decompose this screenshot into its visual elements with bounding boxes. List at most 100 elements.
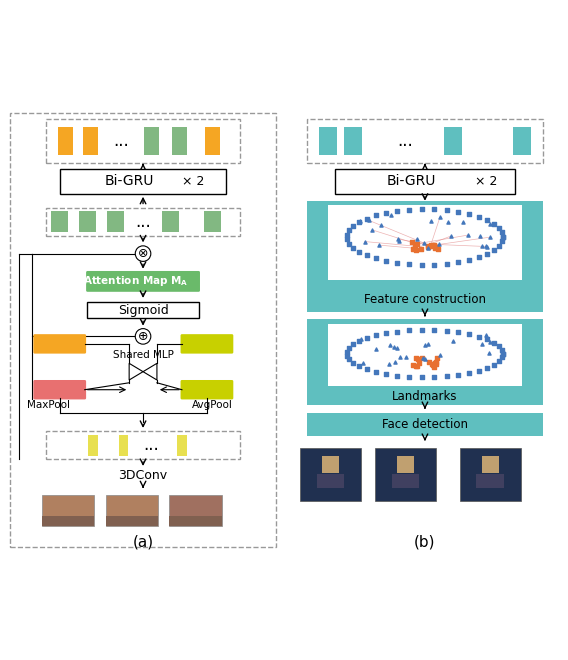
FancyBboxPatch shape (319, 127, 337, 155)
Text: ...: ... (113, 132, 129, 150)
Point (343, 350, 352, 361)
Point (393, 370, 402, 381)
Point (371, 330, 381, 341)
FancyBboxPatch shape (482, 456, 499, 473)
Point (402, 352, 411, 363)
Polygon shape (129, 363, 143, 380)
Point (408, 244, 417, 255)
Point (428, 358, 437, 369)
Point (465, 329, 474, 339)
Text: Bi-GRU: Bi-GRU (105, 174, 154, 188)
FancyBboxPatch shape (177, 435, 187, 455)
Point (454, 327, 463, 337)
Point (431, 358, 440, 368)
Point (442, 371, 451, 381)
Point (429, 360, 438, 370)
Bar (46, 432, 240, 459)
Point (423, 241, 432, 251)
FancyBboxPatch shape (397, 456, 414, 473)
Point (465, 255, 474, 265)
Point (423, 339, 432, 349)
Point (417, 204, 427, 214)
Point (375, 240, 384, 250)
Point (465, 368, 474, 378)
Point (434, 239, 443, 249)
FancyBboxPatch shape (51, 211, 68, 232)
Point (485, 348, 494, 359)
FancyBboxPatch shape (391, 475, 419, 488)
Point (417, 259, 427, 270)
Circle shape (135, 329, 151, 344)
Point (430, 372, 439, 382)
Point (498, 232, 507, 242)
Point (382, 255, 391, 266)
Text: 3DConv: 3DConv (119, 469, 168, 482)
Point (349, 358, 358, 368)
Point (418, 352, 427, 363)
Point (354, 217, 364, 228)
Point (497, 236, 506, 247)
FancyBboxPatch shape (204, 211, 221, 232)
FancyBboxPatch shape (172, 127, 187, 155)
FancyBboxPatch shape (119, 435, 128, 455)
Point (483, 248, 492, 259)
Point (475, 231, 485, 242)
Point (386, 340, 395, 350)
Point (497, 227, 506, 238)
Text: Bi-GRU: Bi-GRU (386, 174, 436, 188)
Point (429, 240, 438, 250)
Point (356, 216, 365, 226)
Point (387, 210, 396, 220)
Point (394, 236, 403, 247)
FancyBboxPatch shape (57, 127, 73, 155)
Point (384, 359, 393, 370)
Point (412, 234, 421, 244)
Point (489, 218, 498, 229)
Text: Attention Map $\mathbf{M_A}$: Attention Map $\mathbf{M_A}$ (83, 275, 189, 288)
Point (427, 216, 436, 226)
Point (420, 340, 429, 350)
Point (435, 212, 444, 222)
Point (497, 345, 506, 355)
Text: ⊗: ⊗ (138, 247, 148, 260)
Point (498, 348, 507, 359)
Point (345, 354, 354, 364)
FancyBboxPatch shape (79, 211, 96, 232)
FancyBboxPatch shape (34, 380, 86, 399)
Point (382, 328, 391, 339)
Point (417, 325, 427, 335)
FancyBboxPatch shape (335, 169, 515, 194)
Point (474, 212, 483, 222)
Text: ...: ... (144, 436, 159, 454)
Point (405, 325, 414, 336)
FancyBboxPatch shape (307, 412, 543, 436)
Point (424, 356, 433, 367)
Point (431, 358, 440, 369)
Point (393, 206, 402, 216)
Point (354, 247, 364, 257)
Point (442, 205, 451, 216)
Point (417, 244, 426, 254)
Point (427, 240, 436, 250)
Point (463, 230, 473, 240)
Point (474, 331, 483, 342)
Point (498, 348, 507, 359)
Point (411, 353, 420, 364)
Bar (169, 516, 222, 526)
Point (474, 366, 483, 376)
Point (345, 238, 354, 249)
Point (382, 208, 391, 218)
Point (482, 240, 491, 251)
FancyBboxPatch shape (322, 456, 339, 473)
FancyBboxPatch shape (375, 448, 436, 501)
Point (417, 372, 427, 383)
Point (412, 239, 421, 249)
FancyBboxPatch shape (477, 475, 504, 488)
Text: ...: ... (398, 132, 414, 150)
Bar (46, 208, 240, 236)
Point (412, 245, 421, 255)
Text: × 2: × 2 (182, 175, 204, 188)
Point (449, 336, 458, 346)
Text: (b): (b) (414, 535, 436, 550)
FancyBboxPatch shape (88, 435, 98, 455)
